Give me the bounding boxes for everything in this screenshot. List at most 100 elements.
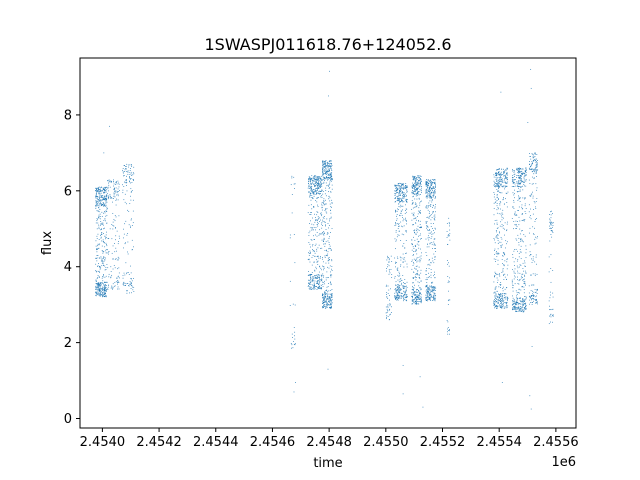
- data-point: [331, 188, 333, 190]
- data-point: [425, 180, 427, 182]
- data-point: [431, 282, 433, 284]
- data-point: [418, 290, 419, 292]
- data-point: [316, 256, 318, 257]
- data-point: [395, 210, 397, 212]
- data-point: [419, 277, 421, 279]
- data-point: [324, 301, 326, 303]
- data-point: [552, 270, 554, 271]
- data-point: [430, 300, 432, 301]
- data-point: [496, 189, 498, 190]
- data-point: [102, 197, 103, 198]
- data-point: [320, 212, 322, 214]
- data-point: [309, 188, 310, 189]
- data-point: [98, 285, 100, 286]
- data-point: [503, 172, 505, 174]
- data-point: [324, 301, 325, 303]
- data-point: [130, 272, 132, 274]
- data-point: [328, 298, 330, 299]
- data-point: [516, 214, 518, 216]
- data-point: [104, 227, 105, 229]
- data-point: [414, 291, 416, 293]
- data-point: [529, 164, 530, 165]
- data-point: [531, 299, 532, 301]
- data-point: [521, 173, 523, 175]
- data-point: [449, 239, 451, 241]
- data-point: [326, 212, 328, 214]
- data-point: [418, 301, 420, 303]
- data-point: [418, 241, 420, 242]
- data-point: [329, 181, 331, 183]
- data-point: [550, 224, 552, 226]
- data-point: [532, 159, 534, 161]
- data-point: [327, 171, 329, 172]
- data-point: [432, 212, 433, 214]
- data-point: [497, 190, 499, 192]
- data-point: [428, 202, 430, 204]
- data-point: [416, 289, 418, 291]
- data-point: [322, 162, 323, 164]
- data-point: [317, 176, 319, 178]
- data-point: [518, 196, 520, 198]
- x-tick-label: 2.4552: [420, 435, 466, 450]
- data-point: [412, 187, 414, 189]
- data-point: [521, 286, 523, 288]
- data-point: [325, 160, 327, 161]
- data-point: [327, 178, 329, 180]
- data-point: [426, 246, 428, 248]
- data-point: [403, 234, 405, 236]
- data-point: [515, 215, 517, 216]
- data-point: [123, 272, 125, 274]
- data-point: [395, 201, 396, 202]
- data-point: [417, 303, 419, 304]
- data-point: [324, 177, 326, 179]
- data-point: [397, 289, 399, 291]
- data-point: [494, 254, 496, 255]
- data-point: [103, 241, 105, 243]
- data-point: [495, 261, 496, 262]
- data-point: [431, 183, 433, 185]
- data-point: [449, 329, 450, 330]
- data-point: [514, 304, 516, 306]
- data-point: [330, 174, 332, 176]
- data-point: [534, 238, 536, 240]
- data-point: [399, 190, 401, 192]
- data-point: [399, 295, 401, 297]
- data-point: [428, 187, 430, 189]
- data-point: [500, 172, 502, 174]
- data-point: [414, 303, 416, 305]
- data-point: [500, 175, 502, 176]
- data-point: [525, 167, 527, 169]
- data-point: [387, 266, 388, 268]
- data-point: [501, 185, 503, 187]
- data-point: [550, 254, 552, 256]
- data-point: [428, 246, 430, 248]
- data-point: [502, 255, 504, 257]
- data-point: [413, 193, 415, 195]
- data-point: [532, 169, 534, 171]
- data-point: [434, 287, 435, 289]
- data-point: [390, 288, 391, 290]
- data-point: [430, 272, 432, 273]
- data-point: [323, 301, 324, 303]
- data-point: [319, 190, 320, 192]
- data-point: [515, 301, 517, 303]
- data-point: [329, 296, 331, 297]
- data-point: [500, 293, 502, 295]
- data-point: [401, 293, 402, 295]
- data-point: [430, 277, 432, 279]
- data-point: [493, 303, 495, 305]
- data-point: [391, 277, 393, 278]
- data-point: [536, 218, 537, 219]
- data-point: [328, 257, 330, 258]
- data-point: [97, 199, 99, 201]
- data-point: [428, 276, 430, 278]
- data-point: [419, 202, 421, 204]
- data-point: [317, 283, 319, 284]
- data-point: [325, 295, 326, 297]
- data-point: [329, 178, 331, 179]
- data-point: [322, 293, 324, 295]
- data-point: [388, 259, 390, 261]
- data-point: [328, 177, 330, 179]
- data-point: [321, 247, 323, 249]
- data-point: [322, 294, 324, 296]
